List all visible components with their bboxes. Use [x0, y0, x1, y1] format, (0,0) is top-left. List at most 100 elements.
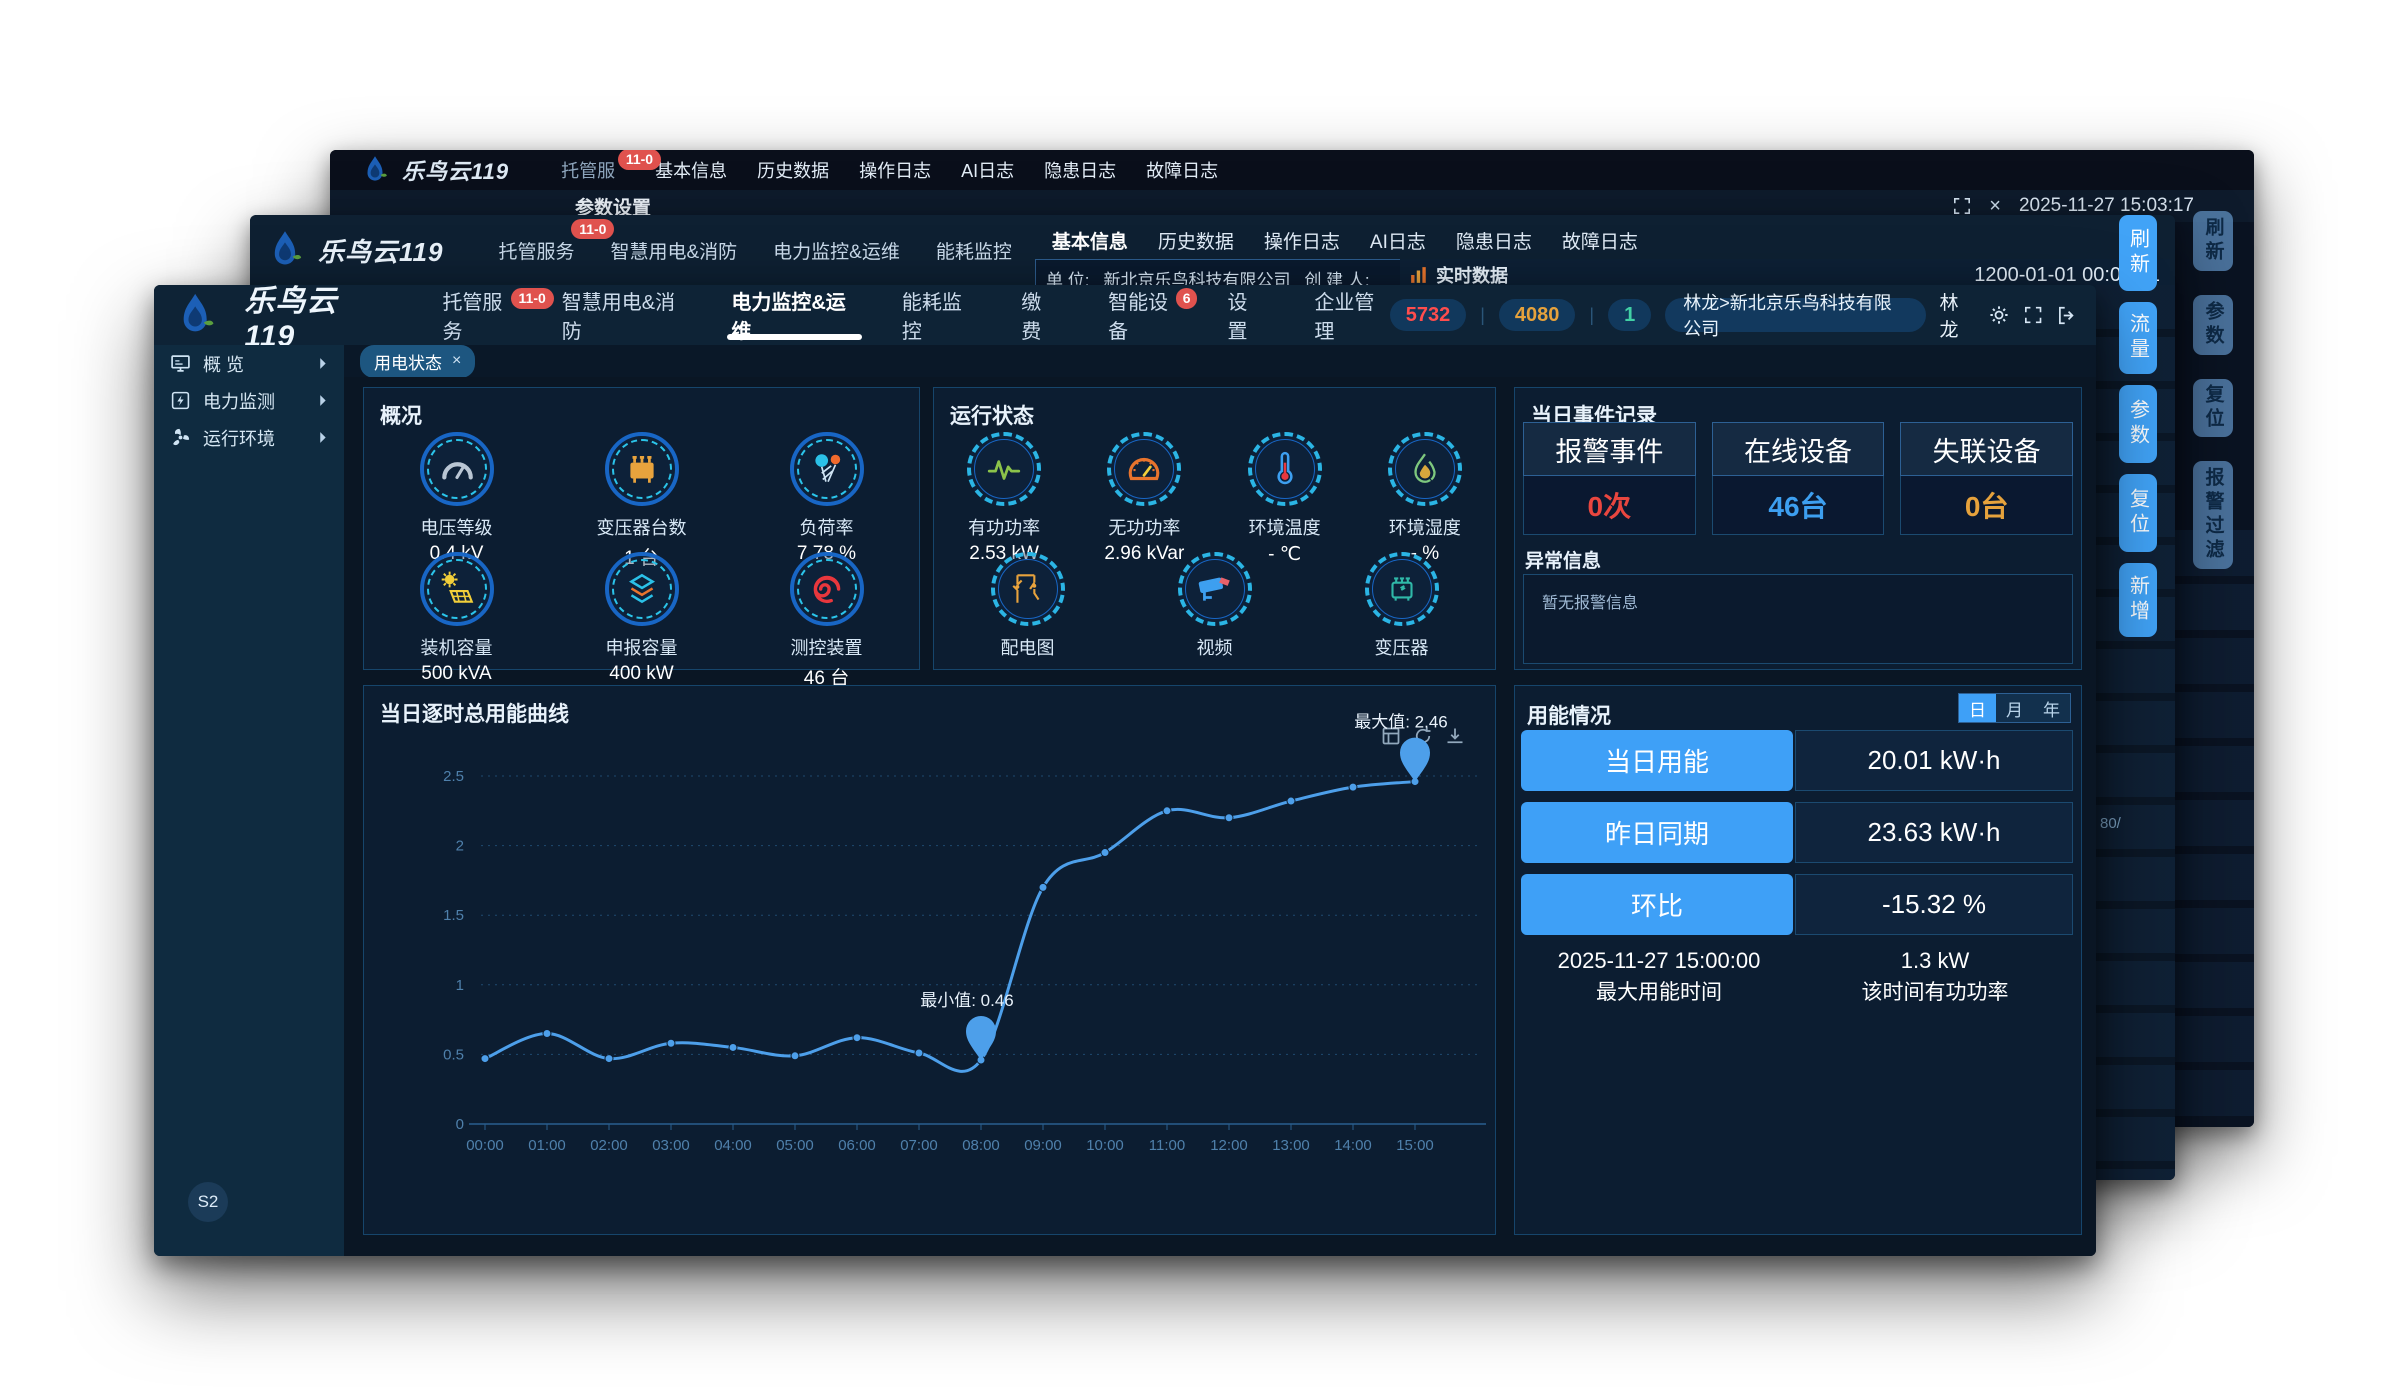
tab-ai-log[interactable]: AI日志: [1369, 232, 1426, 253]
tab-history-data[interactable]: 历史数据: [757, 161, 830, 181]
svg-text:04:00: 04:00: [714, 1137, 752, 1154]
refresh-button[interactable]: 刷新: [2193, 211, 2233, 271]
datetime: 2025-11-27 15:03:17: [2018, 195, 2194, 216]
nav-item-power-monitoring[interactable]: 电力监控&运维: [727, 285, 862, 345]
svg-text:12:00: 12:00: [1210, 1137, 1248, 1154]
tab-fault-log[interactable]: 故障日志: [1561, 232, 1638, 253]
user-name: 林龙: [1939, 293, 1959, 341]
nav-item-partial[interactable]: 托管服 11-0: [561, 150, 662, 183]
alarm-filter-button[interactable]: 报警过滤: [2193, 461, 2233, 569]
humidity-icon: [1406, 450, 1444, 488]
sidebar-item-environment[interactable]: 运行环境: [154, 419, 344, 456]
back-window-content-edge: [2162, 530, 2254, 1121]
hourly-energy-chart-panel: 当日逐时总用能曲线 0 0.5 1 1.5 2 2.5 00:00 01:00 02:00 03:…: [363, 685, 1496, 1235]
svg-text:15:00: 15:00: [1396, 1137, 1434, 1154]
stat-active-power: 有功功率 2.53 kW: [967, 432, 1042, 566]
stat-transformer-count: 变压器台数 1 台: [597, 432, 687, 570]
chart-toolbox: [1381, 726, 1465, 746]
energy-usage-panel: 用能情况 日 月 年 当日用能 20.01 kW·h 昨日同期 23.63 kW…: [1514, 685, 2082, 1235]
stat-ambient-humidity: 环境湿度 - %: [1387, 432, 1462, 566]
nav-item-enterprise[interactable]: 企业管理: [1314, 292, 1375, 343]
svg-text:05:00: 05:00: [776, 1137, 814, 1154]
tab-month[interactable]: 月: [1996, 694, 2033, 722]
nav-item-smart-devices[interactable]: 智能设备 6: [1108, 285, 1198, 345]
sidebar-item-overview[interactable]: 概 览: [154, 345, 344, 382]
nav-item-energy-monitoring[interactable]: 能耗监控: [935, 241, 1012, 263]
sidebar-item-power-monitoring[interactable]: 电力监测: [154, 382, 344, 419]
data-view-icon[interactable]: [1381, 726, 1401, 746]
close-tab-icon[interactable]: ×: [452, 352, 462, 369]
stat-installed-capacity: 装机容量 500 kVA: [419, 552, 494, 690]
svg-text:最大值: 2.46: 最大值: 2.46: [1354, 713, 1448, 732]
alarm-count-badge: 11-0: [510, 288, 554, 309]
tab-bar: 用电状态 ×: [344, 344, 2096, 378]
datetime: 1200-01-01 00:00:01: [1974, 263, 2160, 286]
alarm-count-badge: 11-0: [571, 218, 615, 240]
svg-text:0: 0: [456, 1116, 464, 1133]
svg-text:08:00: 08:00: [962, 1137, 1000, 1154]
nav-item-settings[interactable]: 设 置: [1227, 292, 1248, 343]
brand: 乐鸟云119: [318, 236, 444, 267]
tab-day[interactable]: 日: [1959, 694, 1996, 722]
download-icon[interactable]: [1445, 726, 1465, 746]
alarm-count-badge: 11-0: [617, 150, 662, 170]
thermometer-icon: [1266, 450, 1304, 488]
chevron-right-icon: [319, 357, 328, 370]
brand: 乐鸟云119: [244, 285, 338, 353]
nav-item-energy-monitoring[interactable]: 能耗监控: [901, 292, 962, 343]
reset-button[interactable]: 复位: [2119, 474, 2157, 552]
bars-icon: [1410, 266, 1428, 284]
tab-year[interactable]: 年: [2033, 694, 2070, 722]
tab-hazard-log[interactable]: 隐患日志: [1044, 161, 1117, 181]
nav-item-payment[interactable]: 缴 费: [1021, 292, 1042, 343]
coil-icon: [808, 570, 846, 608]
tab-operation-log[interactable]: 操作日志: [1263, 232, 1340, 253]
running-status-panel: 运行状态 有功功率 2.53 kW 无功功率 2.96 kVar 环境温度: [933, 387, 1496, 670]
gauge-icon: [438, 450, 476, 488]
counter-alarms[interactable]: 5732: [1389, 299, 1467, 331]
link-transformer[interactable]: 变压器: [1364, 552, 1439, 660]
parameters-button[interactable]: 参数: [2119, 385, 2157, 463]
logout-icon[interactable]: [2057, 305, 2076, 326]
transformer-icon: [623, 450, 661, 488]
nav-item-smart-power-fire[interactable]: 智慧用电&消防: [610, 241, 738, 263]
svg-text:1.5: 1.5: [443, 907, 464, 924]
window-power-status-dashboard: 乐鸟云119 托管服务 11-0 智慧用电&消防 电力监控&运维 能耗监控 缴 …: [154, 285, 2096, 1256]
company-selector[interactable]: 林龙>新北京乐鸟科技有限公司: [1665, 293, 1926, 339]
close-icon[interactable]: ×: [1989, 194, 2001, 217]
card-offline-devices: 失联设备 0台: [1900, 422, 2074, 535]
svg-text:14:00: 14:00: [1334, 1137, 1372, 1154]
nav-item-hosting-service[interactable]: 托管服务 11-0: [442, 285, 554, 345]
add-new-button[interactable]: 新增: [2119, 563, 2157, 637]
refresh-button[interactable]: 刷新: [2119, 215, 2157, 291]
svg-text:0.5: 0.5: [443, 1046, 464, 1063]
chevron-right-icon: [319, 394, 328, 407]
nav-item-smart-power-fire[interactable]: 智慧用电&消防: [561, 292, 676, 343]
tab-ai-log[interactable]: AI日志: [961, 161, 1015, 181]
stat-measuring-devices: 测控装置 46 台: [789, 552, 864, 690]
floating-s2-button[interactable]: S2: [188, 1182, 228, 1222]
tab-basic-info[interactable]: 基本信息: [655, 161, 728, 181]
nav-item-power-monitoring[interactable]: 电力监控&运维: [773, 241, 900, 263]
tab-fault-log[interactable]: 故障日志: [1146, 161, 1219, 181]
fullscreen-icon[interactable]: [1953, 197, 1971, 215]
svg-text:2.5: 2.5: [443, 768, 464, 785]
separator: |: [1589, 304, 1595, 325]
link-distribution-diagram[interactable]: 配电图: [990, 552, 1065, 660]
reset-button[interactable]: 复位: [2193, 379, 2233, 437]
tab-operation-log[interactable]: 操作日志: [859, 161, 932, 181]
parameters-button[interactable]: 参数: [2193, 295, 2233, 355]
tab-power-status[interactable]: 用电状态 ×: [360, 344, 476, 378]
counter-warnings[interactable]: 4080: [1498, 299, 1576, 331]
card-online-devices: 在线设备 46台: [1711, 422, 1885, 535]
tab-history-data[interactable]: 历史数据: [1157, 232, 1234, 253]
counter-other[interactable]: 1: [1608, 299, 1652, 331]
link-video[interactable]: 视频: [1177, 552, 1252, 660]
nav-item-hosting-service[interactable]: 托管服务 11-0: [498, 218, 615, 264]
tab-hazard-log[interactable]: 隐患日志: [1455, 232, 1532, 253]
fullscreen-icon[interactable]: [2024, 305, 2042, 325]
flow-button[interactable]: 流量: [2119, 302, 2157, 374]
back-window-tabs: 基本信息 历史数据 操作日志 AI日志 隐患日志 故障日志: [655, 157, 1218, 183]
gear-icon[interactable]: [1988, 303, 2010, 327]
